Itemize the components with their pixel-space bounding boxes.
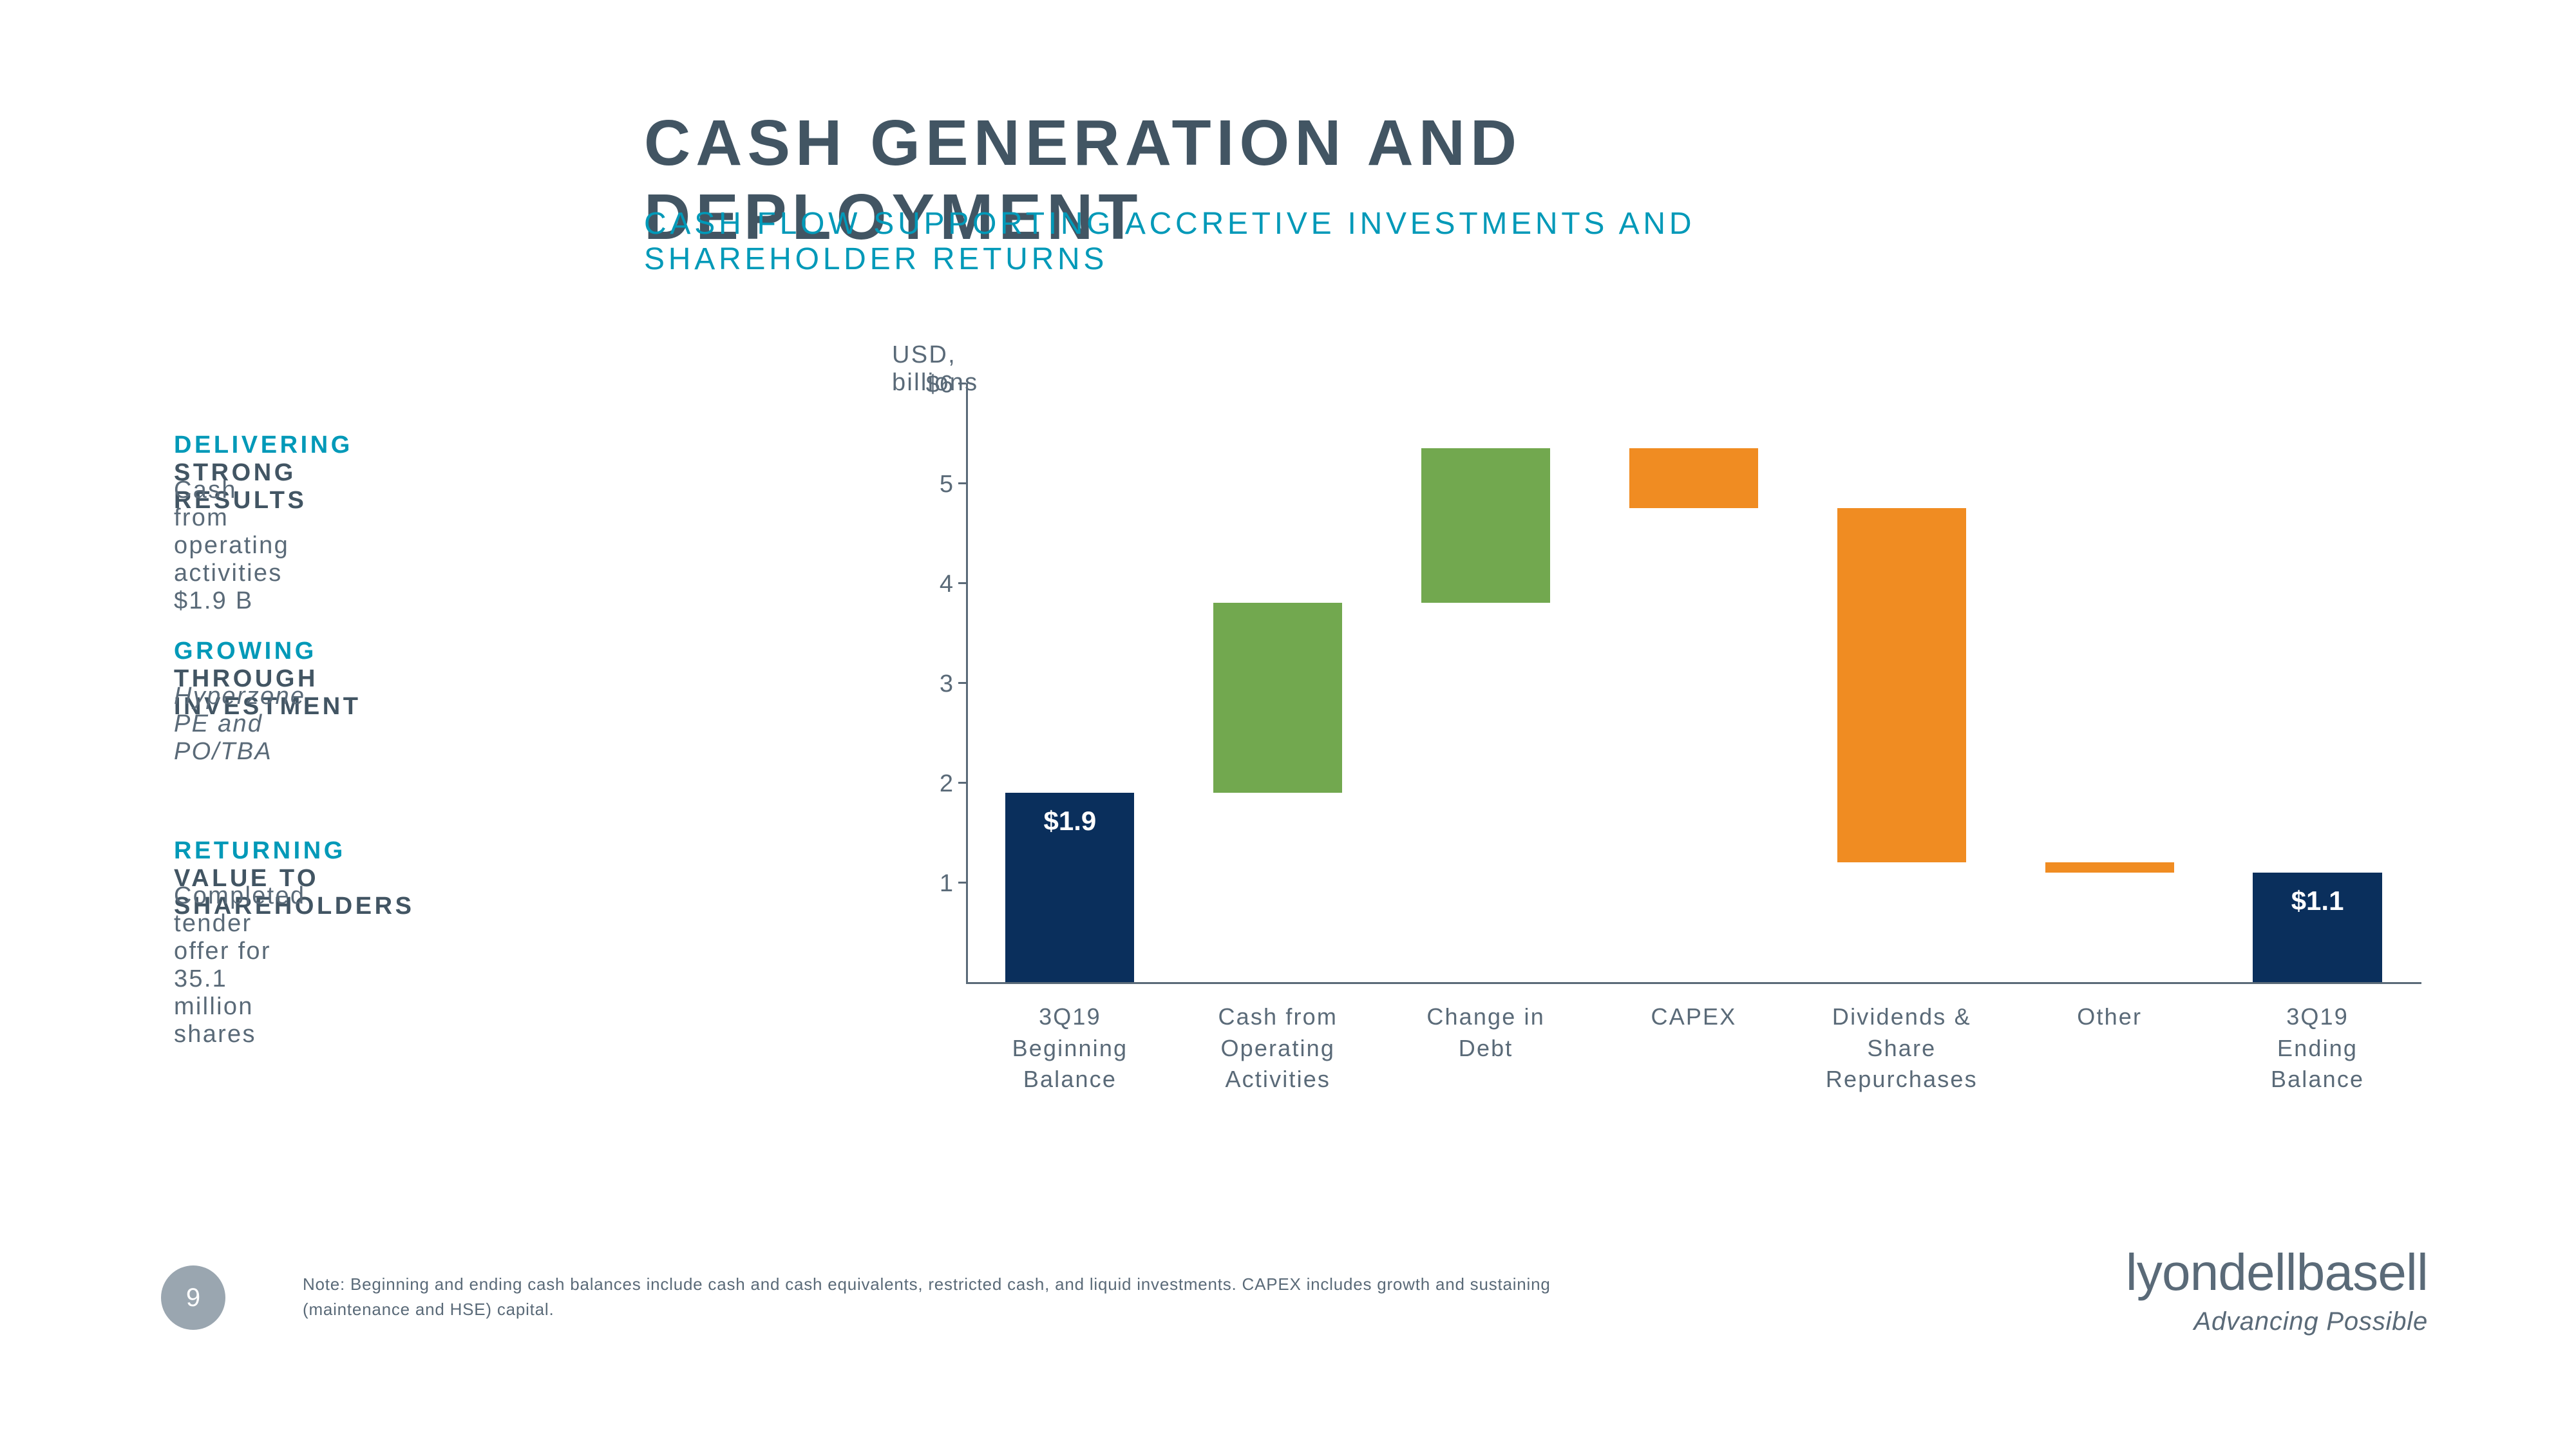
x-label-capex: CAPEX bbox=[1590, 1001, 1798, 1033]
x-label-divshr: Dividends & Share Repurchases bbox=[1797, 1001, 2005, 1095]
bar-debt bbox=[1421, 448, 1550, 603]
logo-tagline: Advancing Possible bbox=[2016, 1307, 2428, 1336]
x-label-end: 3Q19 Ending Balance bbox=[2213, 1001, 2421, 1095]
x-label-begin: 3Q19 Beginning Balance bbox=[966, 1001, 1174, 1095]
logo-company-name: lyondellbasell bbox=[2016, 1243, 2428, 1302]
sidebar-body-0: Cash from operating activities $1.9 B bbox=[174, 477, 289, 615]
y-tick-mark bbox=[958, 383, 966, 384]
footnote: Note: Beginning and ending cash balances… bbox=[303, 1272, 1913, 1322]
bar-divshr bbox=[1837, 508, 1966, 862]
y-tick-label-2: 2 bbox=[902, 770, 953, 798]
bar-label-end: $1.1 bbox=[2253, 886, 2382, 916]
x-label-debt: Change in Debt bbox=[1382, 1001, 1590, 1064]
y-tick-label-6: $6 bbox=[902, 371, 953, 399]
slide-subtitle: CASH FLOW SUPPORTING ACCRETIVE INVESTMEN… bbox=[644, 206, 1932, 277]
y-axis-line bbox=[966, 383, 968, 982]
sidebar-body-2: Completed tender offer for 35.1 million … bbox=[174, 882, 305, 1048]
sidebar-heading-accent: RETURNING bbox=[174, 837, 346, 864]
x-label-other: Other bbox=[2005, 1001, 2213, 1033]
slide: CASH GENERATION AND DEPLOYMENT CASH FLOW… bbox=[0, 0, 2576, 1449]
x-axis-line bbox=[966, 982, 2421, 984]
bar-other bbox=[2045, 862, 2174, 873]
y-tick-mark bbox=[958, 682, 966, 684]
page-number: 9 bbox=[186, 1283, 200, 1312]
y-tick-mark bbox=[958, 582, 966, 584]
bar-label-begin: $1.9 bbox=[1005, 806, 1134, 837]
sidebar-body-1: Hyperzone PE and PO/TBA bbox=[174, 683, 305, 766]
y-tick-mark bbox=[958, 482, 966, 484]
y-tick-mark bbox=[958, 782, 966, 784]
bar-ops bbox=[1213, 603, 1342, 793]
sidebar-heading-accent: DELIVERING bbox=[174, 431, 353, 459]
y-tick-label-5: 5 bbox=[902, 471, 953, 498]
x-label-ops: Cash from Operating Activities bbox=[1174, 1001, 1382, 1095]
y-tick-label-1: 1 bbox=[902, 870, 953, 898]
sidebar-heading-accent: GROWING bbox=[174, 638, 317, 665]
page-number-badge: 9 bbox=[161, 1265, 225, 1330]
bar-capex bbox=[1629, 448, 1758, 508]
y-tick-label-3: 3 bbox=[902, 670, 953, 698]
y-tick-mark bbox=[958, 882, 966, 884]
y-tick-label-4: 4 bbox=[902, 571, 953, 598]
